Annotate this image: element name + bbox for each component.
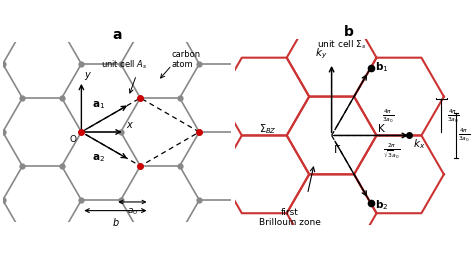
Text: carbon
atom: carbon atom	[172, 50, 201, 69]
Text: $\mathbf{b}_1$: $\mathbf{b}_1$	[374, 60, 388, 74]
Text: $\mathbf{a}_1$: $\mathbf{a}_1$	[92, 100, 106, 111]
Text: $k_x$: $k_x$	[413, 137, 425, 151]
Title: b: b	[344, 25, 354, 39]
Text: $\Sigma_{BZ}$: $\Sigma_{BZ}$	[259, 122, 277, 136]
Title: a: a	[112, 28, 121, 42]
Text: $k_y$: $k_y$	[315, 47, 328, 61]
Text: $\Gamma$: $\Gamma$	[333, 143, 341, 155]
Text: unit cell $A_s$: unit cell $A_s$	[101, 59, 148, 71]
Text: b: b	[112, 218, 118, 228]
Text: O: O	[70, 135, 77, 144]
Text: $\frac{2\pi}{\sqrt{3}a_0}$: $\frac{2\pi}{\sqrt{3}a_0}$	[383, 141, 401, 161]
Text: $a_0$: $a_0$	[127, 207, 138, 217]
Text: $\frac{4\pi}{3a_0}$: $\frac{4\pi}{3a_0}$	[382, 108, 394, 125]
Text: $\mathbf{a}_2$: $\mathbf{a}_2$	[92, 152, 105, 164]
Text: y: y	[84, 70, 90, 80]
Text: K: K	[378, 124, 385, 134]
Text: $\frac{4\pi}{3a_0}$: $\frac{4\pi}{3a_0}$	[447, 107, 459, 125]
Text: first
Brillouin zone: first Brillouin zone	[259, 208, 321, 227]
Text: $\mathbf{b}_2$: $\mathbf{b}_2$	[374, 198, 388, 212]
Text: x: x	[126, 120, 132, 130]
Text: unit cell $\Sigma_s$: unit cell $\Sigma_s$	[317, 38, 367, 51]
Text: $\frac{4\pi}{3a_0}$: $\frac{4\pi}{3a_0}$	[458, 127, 470, 144]
